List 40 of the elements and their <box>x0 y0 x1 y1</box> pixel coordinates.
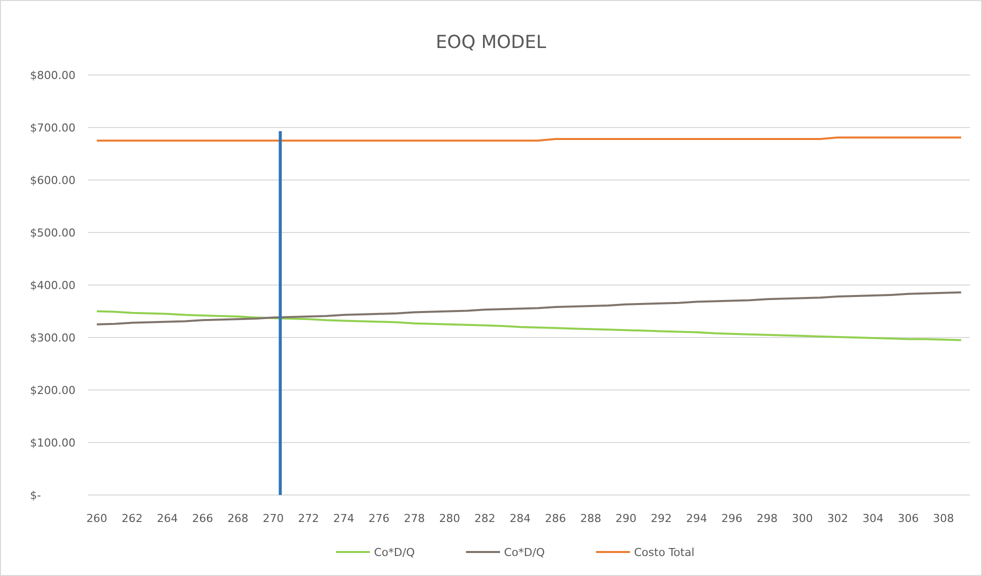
x-tick-label: 292 <box>650 512 672 525</box>
y-tick-label: $400.00 <box>30 279 76 292</box>
y-tick-label: $300.00 <box>30 332 76 344</box>
x-tick-label: 296 <box>721 512 742 525</box>
y-tick-label: $700.00 <box>30 122 76 134</box>
x-tick-label: 282 <box>474 512 496 525</box>
x-tick-label: 298 <box>756 512 778 525</box>
x-tick-label: 290 <box>616 512 637 525</box>
x-tick-label: 304 <box>862 512 884 525</box>
x-tick-label: 302 <box>827 512 848 525</box>
x-tick-label: 288 <box>580 512 602 525</box>
legend-label: Co*D/Q <box>374 546 416 559</box>
x-tick-label: 300 <box>792 512 813 525</box>
x-tick-label: 268 <box>227 512 248 525</box>
line-series <box>96 291 962 326</box>
x-tick-label: 306 <box>898 512 919 525</box>
x-tick-label: 294 <box>686 512 708 525</box>
x-tick-label: 276 <box>368 512 390 525</box>
y-tick-label: $500.00 <box>30 226 76 240</box>
x-tick-label: 280 <box>439 512 460 525</box>
y-tick-label: $800.00 <box>30 69 76 82</box>
legend-label: Costo Total <box>634 546 694 559</box>
x-tick-label: 260 <box>86 512 108 525</box>
chart-title: EOQ MODEL <box>436 32 546 53</box>
y-tick-label: $- <box>30 489 41 502</box>
x-tick-label: 278 <box>404 512 425 525</box>
x-tick-label: 270 <box>262 512 284 525</box>
x-tick-label: 286 <box>544 512 566 525</box>
x-tick-label: 308 <box>933 512 954 525</box>
y-tick-label: $600.00 <box>30 174 76 187</box>
x-tick-label: 272 <box>298 512 319 525</box>
x-tick-label: 266 <box>192 512 214 525</box>
y-tick-label: $100.00 <box>30 436 76 450</box>
legend-label: Co*D/Q <box>504 546 546 559</box>
line-series <box>96 310 962 342</box>
y-tick-label: $200.00 <box>30 384 76 397</box>
x-tick-label: 264 <box>156 512 178 525</box>
x-tick-label: 262 <box>122 512 143 525</box>
x-tick-label: 274 <box>333 512 354 525</box>
x-tick-label: 284 <box>510 512 531 525</box>
